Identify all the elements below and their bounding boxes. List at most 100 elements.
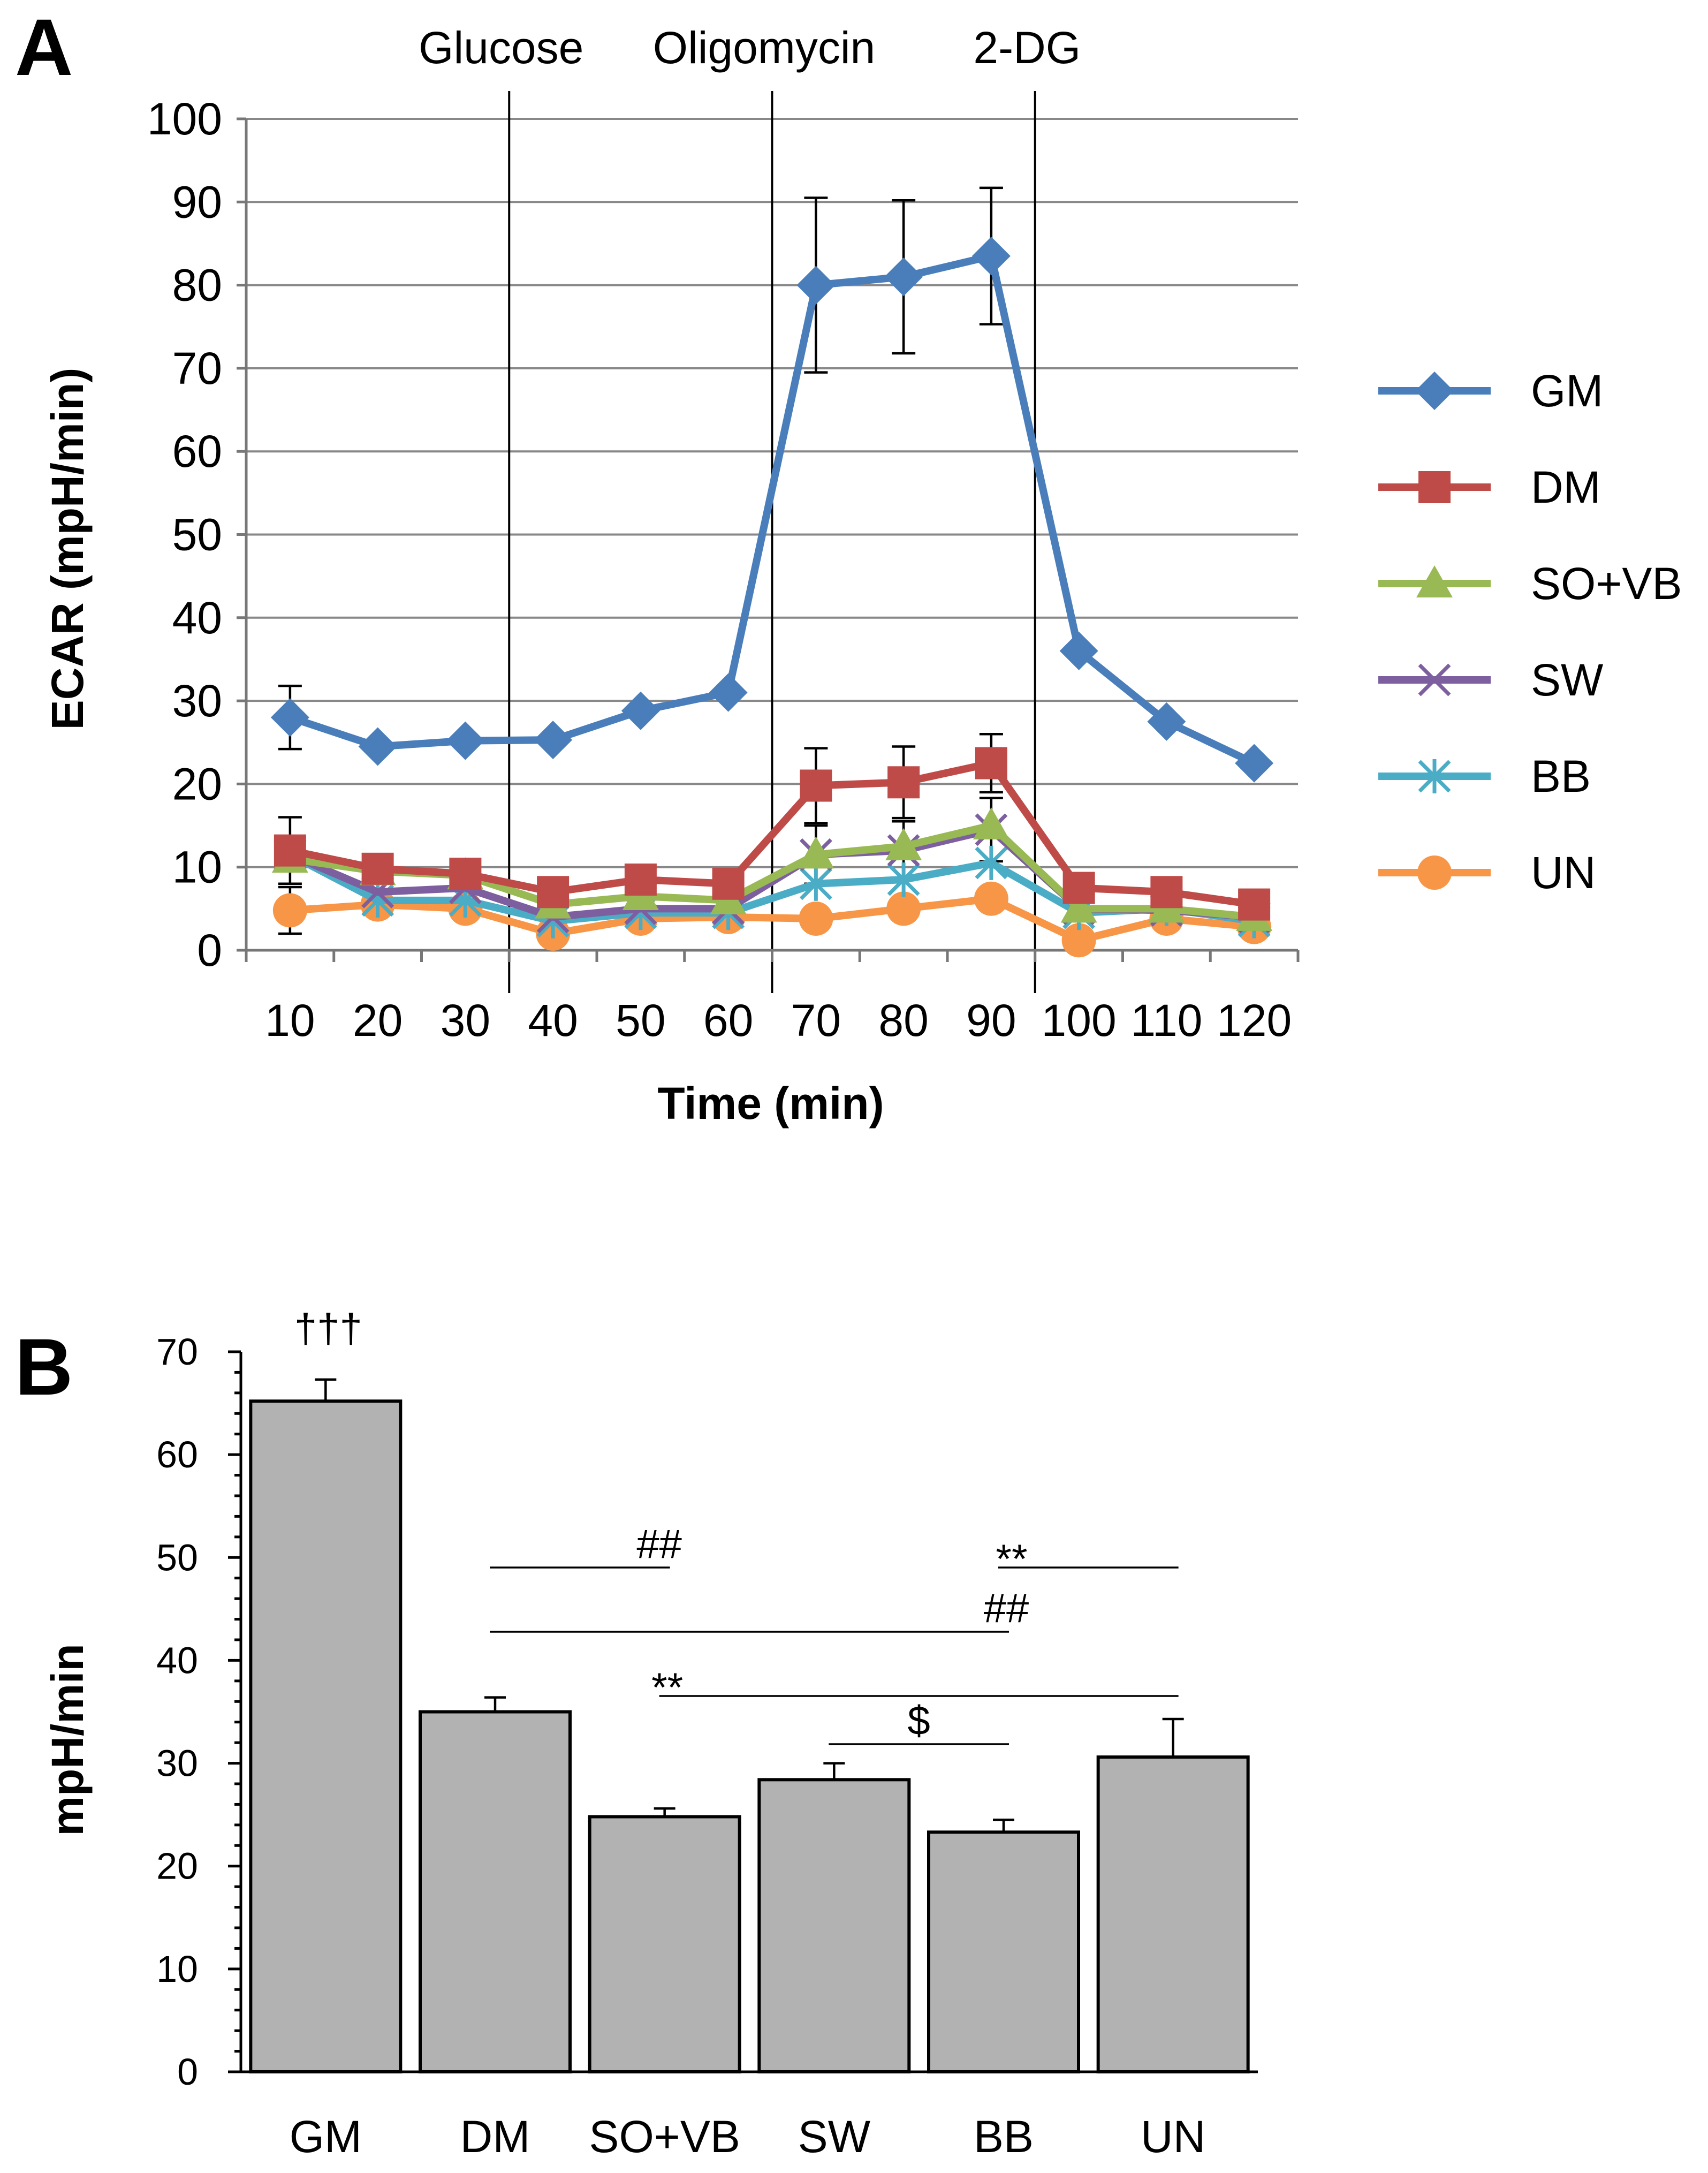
- x-tick-label-80: 80: [878, 995, 928, 1046]
- legend-label-so-vb: SO+VB: [1531, 558, 1682, 609]
- legend-item-bb: BB: [1378, 751, 1591, 801]
- point-bb-70: [799, 866, 832, 901]
- y-tick-label-60: 60: [156, 1434, 198, 1475]
- point-gm-80: [884, 258, 923, 297]
- error-bar-un: [1162, 1717, 1184, 1758]
- panel-b-y-axis-title: mpH/min: [42, 1644, 93, 1836]
- significance-so-vb-un: **: [651, 1665, 1179, 1710]
- significance-sw-bb: $: [829, 1698, 1009, 1745]
- y-tick-label-100: 100: [147, 94, 222, 144]
- legend-label-un: UN: [1531, 847, 1596, 898]
- point-gm-20: [358, 727, 397, 766]
- category-label-gm: GM: [290, 2111, 362, 2162]
- significance-label: **: [651, 1665, 683, 1710]
- point-dm-90: [975, 747, 1007, 779]
- category-label-sw: SW: [798, 2111, 870, 2162]
- point-gm-30: [446, 721, 485, 760]
- point-bb-80: [887, 862, 920, 897]
- y-tick-label-10: 10: [172, 842, 222, 892]
- x-tick-label-30: 30: [441, 995, 490, 1046]
- y-tick-label-80: 80: [172, 260, 222, 311]
- panel-b-y-tick-labels: 0 10 20 30 40 50 60 70: [156, 1331, 198, 2093]
- legend-item-dm: DM: [1378, 462, 1601, 512]
- y-tick-label-50: 50: [172, 510, 222, 560]
- point-un-80: [886, 891, 921, 926]
- point-gm-110: [1147, 702, 1186, 741]
- point-dm-10: [274, 834, 306, 867]
- point-un-100: [1061, 923, 1096, 958]
- error-bar-bb: [993, 1819, 1014, 1833]
- category-label-so-vb: SO+VB: [589, 2111, 740, 2162]
- panel-b-category-labels: GM DM SO+VB SW BB UN: [290, 2111, 1206, 2162]
- category-label-un: UN: [1141, 2111, 1205, 2162]
- point-dm-110: [1150, 876, 1183, 908]
- bar-un: [1096, 1755, 1250, 2074]
- error-bar-so-vb: [654, 1807, 675, 1817]
- point-un-10: [272, 893, 307, 928]
- point-bb-90: [975, 845, 1008, 880]
- panel-a-x-tick-labels: 10 20 30 40 50 60 70 80 90 100 110 120: [265, 995, 1292, 1046]
- panel-b-bars: [249, 1399, 1250, 2074]
- point-gm-60: [709, 673, 748, 712]
- legend-item-gm: GM: [1378, 366, 1603, 416]
- point-gm-40: [534, 721, 573, 760]
- significance-label: ##: [984, 1586, 1029, 1631]
- y-tick-label-30: 30: [156, 1743, 198, 1784]
- panel-b-error-bars: [315, 1378, 1184, 1833]
- point-dm-80: [887, 766, 920, 799]
- y-tick-label-0: 0: [197, 925, 222, 975]
- point-dm-120: [1238, 888, 1271, 921]
- significance-label: **: [996, 1536, 1027, 1582]
- x-tick-label-20: 20: [353, 995, 403, 1046]
- category-label-dm: DM: [460, 2111, 530, 2162]
- point-so-vb-80: [885, 828, 922, 860]
- y-tick-label-40: 40: [156, 1639, 198, 1681]
- x-tick-label-90: 90: [966, 995, 1016, 1046]
- bar-dm: [419, 1710, 572, 2073]
- y-tick-label-20: 20: [156, 1845, 198, 1887]
- point-un-90: [974, 881, 1008, 916]
- panel-a-y-axis-title: ECAR (mpH/min): [42, 368, 93, 730]
- point-dm-20: [361, 852, 394, 885]
- point-dm-30: [449, 858, 482, 890]
- significance-label: ##: [636, 1521, 682, 1567]
- category-label-bb: BB: [974, 2111, 1034, 2162]
- significance-bb-un: **: [996, 1536, 1179, 1582]
- error-bar-gm: [315, 1378, 337, 1402]
- error-bar-dm: [484, 1696, 506, 1712]
- y-tick-label-40: 40: [172, 593, 222, 643]
- series-dm: [274, 747, 1271, 921]
- point-un-70: [799, 901, 833, 936]
- panel-a-legend: GM DM SO+VB SW BB UN: [1378, 366, 1682, 898]
- point-dm-100: [1062, 872, 1095, 904]
- point-so-vb-100: [1060, 890, 1097, 923]
- panel-a-axes: [237, 117, 1300, 962]
- legend-marker-dm: [1418, 471, 1451, 503]
- legend-item-so-vb: SO+VB: [1378, 558, 1682, 609]
- point-gm-50: [621, 691, 660, 730]
- panel-a-error-bars: [278, 186, 1003, 935]
- x-tick-label-10: 10: [265, 995, 315, 1046]
- x-tick-label-50: 50: [616, 995, 665, 1046]
- panel-a-y-tick-labels: 0 10 20 30 40 50 60 70 80 90 100: [147, 94, 222, 975]
- point-dm-70: [800, 769, 832, 802]
- error-bar-sw: [823, 1762, 845, 1780]
- legend-label-bb: BB: [1531, 751, 1591, 801]
- injection-label-2-dg: 2-DG: [973, 22, 1081, 73]
- point-dm-60: [712, 867, 745, 900]
- y-tick-label-90: 90: [172, 177, 222, 227]
- legend-marker-un: [1417, 855, 1452, 890]
- significance-dm-bb: ##: [490, 1586, 1029, 1633]
- x-tick-label-100: 100: [1042, 995, 1117, 1046]
- point-gm-100: [1059, 631, 1098, 670]
- panel-b-significance-annotations: ## **##**$: [490, 1521, 1179, 1745]
- legend-item-sw: SW: [1378, 655, 1603, 705]
- legend-label-gm: GM: [1531, 366, 1603, 416]
- y-tick-label-60: 60: [172, 426, 222, 476]
- legend-label-dm: DM: [1531, 462, 1601, 512]
- y-tick-label-70: 70: [172, 343, 222, 393]
- legend-marker-sw: [1418, 663, 1451, 696]
- legend-item-un: UN: [1378, 847, 1596, 898]
- y-tick-label-30: 30: [172, 676, 222, 726]
